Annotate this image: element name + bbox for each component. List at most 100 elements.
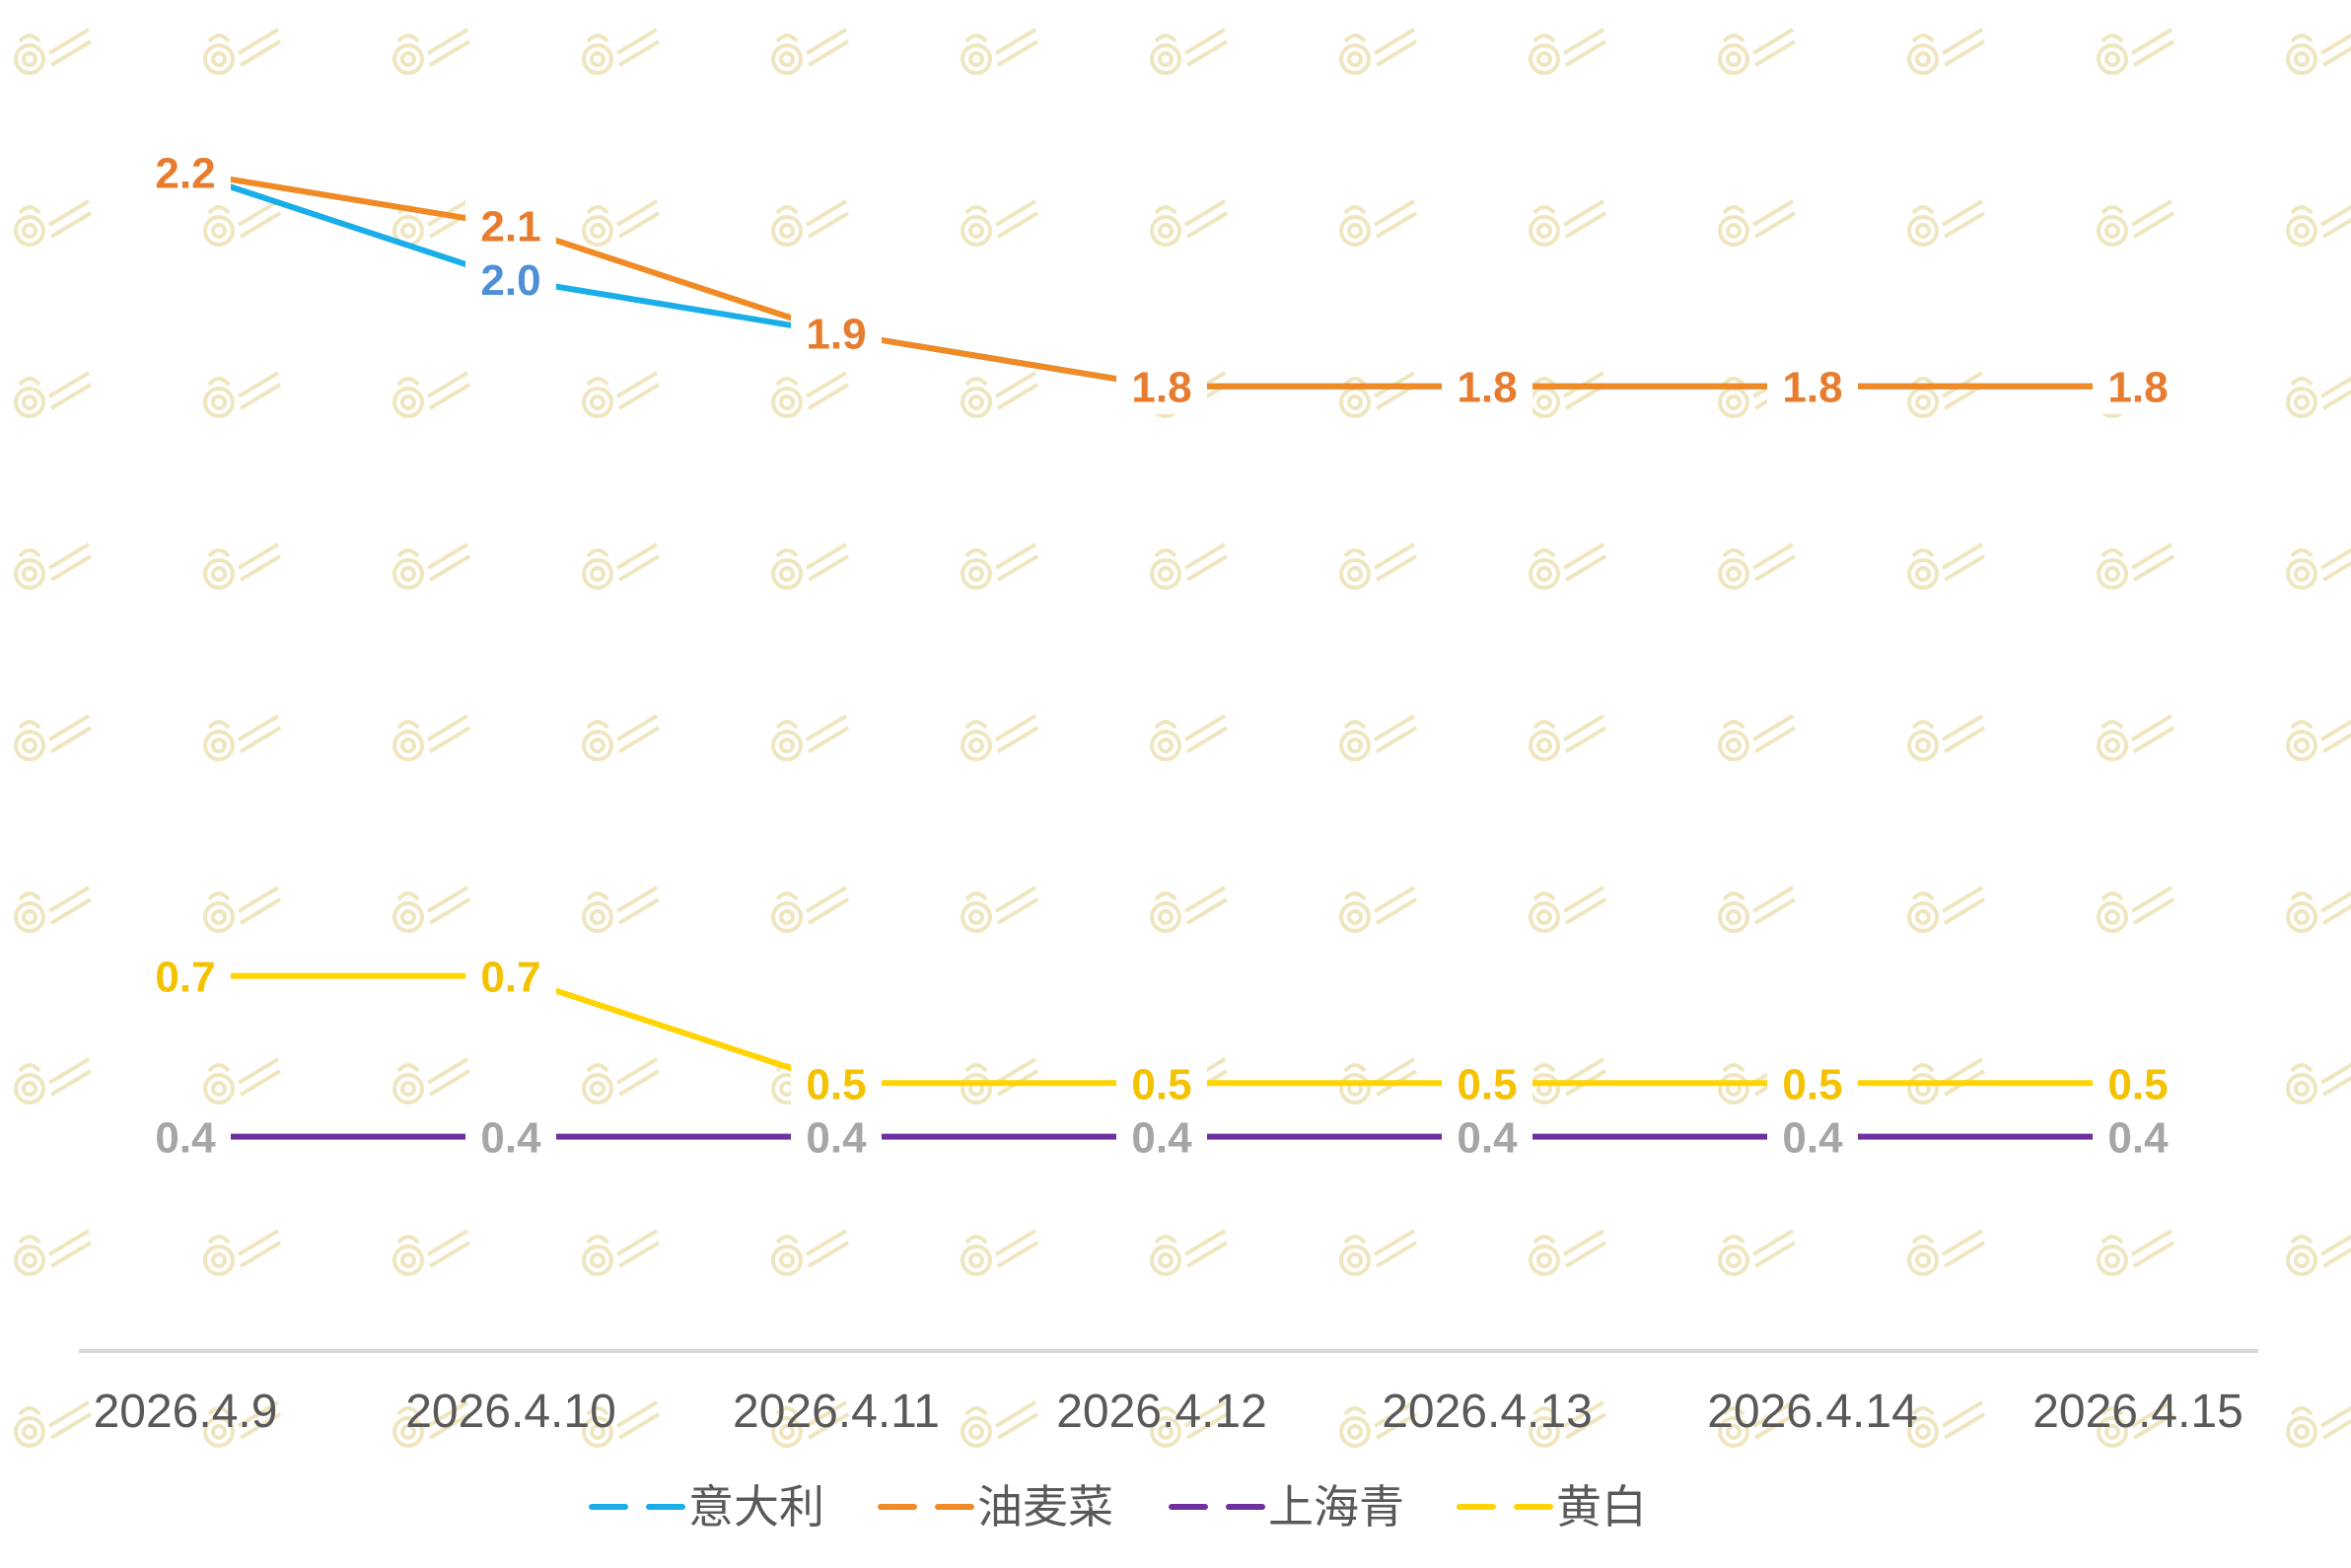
watermark-logo-icon (2286, 1400, 2351, 1448)
watermark-logo-icon (392, 714, 471, 761)
data-label-background (465, 948, 556, 1004)
legend-label-3: 黄白 (1556, 1480, 1647, 1533)
watermark-logo-icon (1907, 714, 1986, 761)
watermark-logo-icon (203, 542, 282, 590)
x-tick-label-6: 2026.4.15 (2032, 1386, 2244, 1438)
watermark-logo-icon (14, 371, 93, 418)
watermark-logo-icon (1907, 371, 1986, 418)
watermark-logo-icon (14, 886, 93, 933)
watermark-logo-icon (2097, 886, 2175, 933)
watermark-logo-icon (771, 886, 850, 933)
data-label-series1-point3: 1.8 (1131, 364, 1191, 412)
data-label-background (140, 1108, 231, 1165)
watermark-logo-icon (14, 542, 93, 590)
data-label-series3-point2: 0.5 (806, 1060, 866, 1108)
watermark-logo-icon (2286, 714, 2351, 761)
watermark-logo-icon (2286, 1057, 2351, 1105)
watermark-logo-icon (392, 1229, 471, 1276)
data-label-background (465, 1108, 556, 1165)
legend: 意大利 油麦菜 上海青 黄白 (589, 1480, 1647, 1533)
watermark-logo-icon (961, 371, 1039, 418)
watermark-logo-icon (392, 542, 471, 590)
watermark-logo-icon (1529, 199, 1607, 247)
watermark-logo-icon (582, 28, 661, 75)
data-label-series2-point6: 0.4 (2107, 1114, 2169, 1163)
data-label-series1-point2: 1.9 (806, 310, 866, 358)
watermark-logo-icon (14, 1057, 93, 1105)
data-label-background (1116, 358, 1207, 414)
watermark-logo-icon (2286, 371, 2351, 418)
watermark-logo-icon (1339, 886, 1418, 933)
data-label-background (2093, 358, 2183, 414)
data-label-series2-point3: 0.4 (1131, 1114, 1192, 1163)
x-tick-label-4: 2026.4.13 (1382, 1386, 1593, 1438)
watermark-logo-icon (392, 886, 471, 933)
data-label-background (1442, 1108, 1532, 1165)
watermark-logo-icon (1150, 542, 1229, 590)
data-label-series3-point0: 0.7 (155, 954, 215, 1002)
watermark-logo-icon (771, 542, 850, 590)
x-tick-label-2: 2026.4.11 (733, 1386, 940, 1438)
data-label-background (791, 1108, 882, 1165)
watermark-logo-icon (1339, 542, 1418, 590)
watermark-logo-icon (1718, 542, 1797, 590)
x-tick-label-5: 2026.4.14 (1707, 1386, 1918, 1438)
watermark-logo-icon (961, 199, 1039, 247)
watermark-logo-icon (1529, 28, 1607, 75)
watermark-logo-icon (1718, 714, 1797, 761)
x-tick-label-3: 2026.4.12 (1056, 1386, 1267, 1438)
data-label-background (140, 948, 231, 1004)
watermark-logo-icon (961, 714, 1039, 761)
data-label-background (2093, 1055, 2183, 1111)
data-labels: 2.0 2.2 2.1 1.9 1.8 1.8 1.8 1.8 0.4 0.4 0.4 0.4 0.4 0… (140, 144, 2183, 1165)
data-label-series1-point5: 1.8 (1782, 364, 1842, 412)
watermark-logo-icon (1339, 714, 1418, 761)
watermark-logo-icon (961, 542, 1039, 590)
watermark-logo-icon (582, 1057, 661, 1105)
watermark-logo-icon (1150, 199, 1229, 247)
watermark-logo-icon (203, 714, 282, 761)
data-label-background (140, 144, 231, 200)
watermark-logo-icon (1150, 886, 1229, 933)
watermark-logo-icon (1907, 28, 1986, 75)
watermark-logo-icon (1718, 28, 1797, 75)
watermark-logo-icon (771, 199, 850, 247)
watermark-logo-icon (1150, 28, 1229, 75)
watermark-logo-icon (1718, 199, 1797, 247)
watermark-logo-icon (1339, 28, 1418, 75)
watermark-logo-icon (961, 28, 1039, 75)
data-label-series3-point4: 0.5 (1457, 1060, 1517, 1108)
watermark-logo-icon (2097, 1229, 2175, 1276)
watermark-logo-icon (14, 1229, 93, 1276)
watermark-logo-icon (2286, 542, 2351, 590)
x-tick-label-0: 2026.4.9 (94, 1386, 278, 1438)
data-label-background (791, 1055, 882, 1111)
watermark-logo-icon (582, 199, 661, 247)
data-label-background (2093, 1108, 2183, 1165)
watermark-logo-icon (392, 1057, 471, 1105)
watermark-logo-icon (203, 886, 282, 933)
watermark-logo-icon (1718, 886, 1797, 933)
watermark-logo-icon (961, 1229, 1039, 1276)
watermark-logo-icon (582, 714, 661, 761)
watermark-logo-icon (2286, 199, 2351, 247)
data-label-series2-point4: 0.4 (1457, 1114, 1518, 1163)
watermark-logo-icon (203, 371, 282, 418)
watermark-logo-icon (14, 1400, 93, 1448)
watermark-pattern (14, 28, 2351, 1448)
data-label-series1-point6: 1.8 (2107, 364, 2168, 412)
watermark-logo-icon (14, 28, 93, 75)
watermark-logo-icon (1339, 371, 1418, 418)
data-label-background (465, 251, 556, 308)
data-label-series0-point1: 2.0 (480, 256, 540, 305)
watermark-logo-icon (1529, 714, 1607, 761)
watermark-logo-icon (1339, 199, 1418, 247)
data-label-series2-point2: 0.4 (806, 1114, 867, 1163)
watermark-logo-icon (2097, 542, 2175, 590)
watermark-logo-icon (1339, 1229, 1418, 1276)
watermark-logo-icon (1529, 1229, 1607, 1276)
watermark-logo-icon (582, 1229, 661, 1276)
watermark-logo-icon (582, 371, 661, 418)
data-label-series2-point1: 0.4 (480, 1114, 541, 1163)
